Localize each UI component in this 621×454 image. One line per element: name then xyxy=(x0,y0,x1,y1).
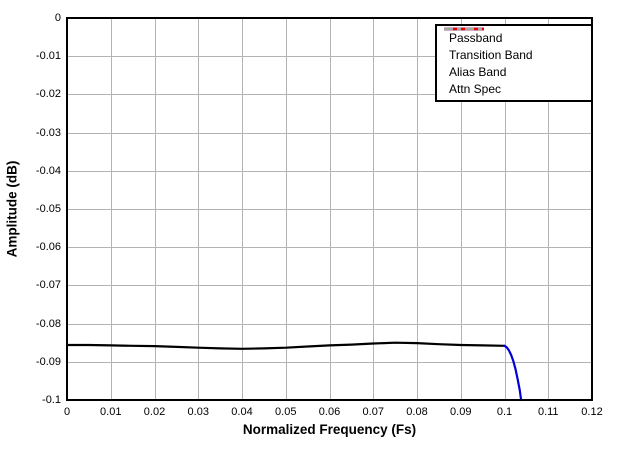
series-group xyxy=(65,341,523,402)
transition-band-curve xyxy=(503,344,523,402)
y-tick-label: -0.1 xyxy=(42,394,61,406)
x-tick-label: 0.12 xyxy=(581,406,603,418)
x-tick-label: 0.09 xyxy=(450,406,472,418)
y-tick-label: -0.08 xyxy=(35,317,61,330)
x-tick-label: 0.06 xyxy=(318,406,341,418)
x-tick-label: 0 xyxy=(63,406,71,418)
plot-border xyxy=(66,17,593,401)
y-tick-label: -0.03 xyxy=(35,126,61,139)
x-tick-label: 0.04 xyxy=(231,406,253,418)
legend-item-attn-spec: Attn Spec xyxy=(437,27,591,97)
y-tick-label: -0.07 xyxy=(35,279,61,292)
x-tick-label: 0.1 xyxy=(496,406,513,418)
y-tick-label: -0.02 xyxy=(35,88,61,101)
legend-label: Transition Band xyxy=(449,47,533,62)
legend-label: Attn Spec xyxy=(449,81,502,96)
x-tick-label: 0.05 xyxy=(275,406,297,418)
attn-spec-line-sample-icon xyxy=(444,27,484,31)
legend-item-alias-band: Alias Band xyxy=(437,27,591,80)
x-axis-title: Normalized Frequency (Fs) xyxy=(242,422,417,437)
legend: Passband Transition Band Alias Band Attn Sp… xyxy=(435,24,593,102)
x-tick-label: 0.11 xyxy=(537,406,559,418)
y-tick-label: -0.06 xyxy=(35,241,61,254)
x-tick-label: 0.08 xyxy=(406,406,428,418)
x-tick-label: 0.02 xyxy=(143,406,166,418)
y-tick-label: -0.01 xyxy=(35,50,61,63)
legend-label: Alias Band xyxy=(449,64,507,79)
legend-item-transition-band: Transition Band xyxy=(437,27,591,63)
x-tick-label: 0.07 xyxy=(362,406,384,418)
y-tick-label: -0.05 xyxy=(35,203,61,215)
x-tick-label: 0.01 xyxy=(100,406,122,418)
legend-label: Passband xyxy=(449,30,503,45)
passband-curve xyxy=(65,341,506,350)
y-tick-label: -0.09 xyxy=(35,355,61,368)
y-tick-label: -0.04 xyxy=(35,164,61,177)
x-tick-label: 0.03 xyxy=(187,406,209,418)
y-tick-label: 0 xyxy=(54,12,61,24)
y-axis-title: Amplitude (dB) xyxy=(4,160,20,258)
